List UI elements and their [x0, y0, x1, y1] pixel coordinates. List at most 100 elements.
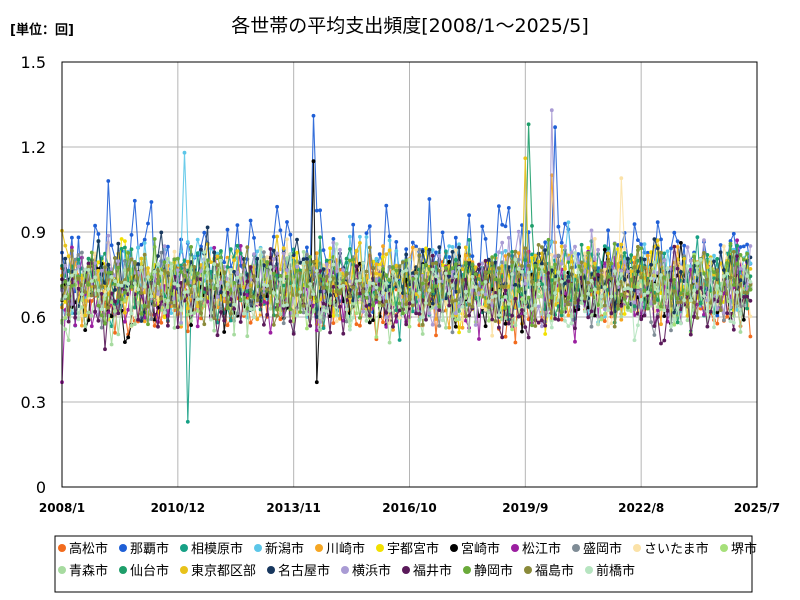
- series-point: [66, 338, 71, 343]
- series-point: [424, 317, 428, 322]
- series-point: [606, 251, 610, 256]
- series-point: [738, 278, 743, 282]
- series-point: [63, 279, 68, 284]
- legend-label: 福井市: [413, 563, 452, 579]
- series-point: [314, 269, 319, 273]
- series-point: [649, 262, 653, 267]
- series-point: [341, 331, 346, 336]
- series-point: [530, 323, 534, 328]
- legend-marker: [119, 544, 127, 552]
- legend-marker: [450, 544, 458, 552]
- series-point: [228, 267, 233, 272]
- series-point: [487, 299, 491, 304]
- series-point: [536, 294, 541, 299]
- series-point: [510, 272, 514, 277]
- series-point: [460, 267, 465, 271]
- series-point: [139, 242, 144, 247]
- series-point: [351, 315, 356, 320]
- y-tick-label: 0.9: [21, 223, 46, 242]
- series-point: [328, 293, 332, 297]
- series-point: [136, 262, 141, 266]
- series-point: [404, 310, 409, 315]
- series-point: [712, 259, 716, 264]
- series-point: [447, 259, 452, 264]
- series-point: [123, 268, 127, 273]
- series-point: [563, 299, 567, 304]
- series-point: [672, 310, 677, 315]
- series-point: [271, 271, 276, 276]
- series-point: [695, 284, 700, 289]
- series-point: [735, 254, 739, 258]
- series-point: [636, 285, 640, 289]
- series-point: [520, 329, 524, 334]
- series-point: [430, 267, 435, 272]
- series-point: [632, 338, 637, 343]
- series-point: [457, 330, 461, 335]
- series-point: [483, 280, 488, 284]
- series-point: [116, 241, 121, 246]
- series-point: [271, 291, 276, 295]
- series-point: [123, 278, 127, 282]
- series-point: [437, 245, 442, 250]
- series-point: [119, 246, 124, 251]
- legend-label: 松江市: [522, 541, 561, 557]
- series-point: [351, 257, 356, 262]
- series-point: [738, 312, 743, 316]
- series-point: [563, 267, 567, 271]
- series-point: [142, 319, 147, 324]
- series-point: [487, 257, 491, 262]
- series-point: [523, 290, 528, 295]
- series-point: [404, 252, 409, 257]
- series-point: [318, 289, 322, 294]
- series-point: [450, 299, 455, 304]
- series-point: [510, 250, 514, 254]
- series-point: [377, 287, 382, 291]
- series-point: [387, 238, 392, 243]
- series-point: [566, 313, 571, 318]
- series-point: [169, 300, 174, 305]
- series-point: [718, 308, 723, 312]
- series-point: [662, 314, 667, 318]
- series-point: [437, 268, 442, 273]
- series-point: [655, 315, 660, 319]
- series-point: [679, 241, 683, 245]
- legend-marker: [402, 566, 410, 574]
- series-point: [86, 256, 91, 261]
- series-point: [417, 253, 422, 258]
- series-point: [632, 307, 637, 312]
- series-point: [136, 317, 141, 322]
- series-point: [655, 305, 660, 309]
- series-point: [549, 240, 554, 244]
- series-point: [146, 275, 150, 279]
- series-point: [510, 295, 514, 300]
- series-point: [219, 290, 223, 295]
- series-point: [649, 320, 653, 324]
- series-point: [556, 224, 561, 229]
- series-point: [314, 251, 319, 256]
- series-point: [463, 261, 468, 265]
- series-point: [589, 309, 594, 314]
- series-point: [503, 306, 508, 310]
- series-point: [619, 314, 624, 319]
- series-point: [688, 332, 693, 337]
- series-point: [427, 247, 432, 252]
- series-point: [106, 179, 111, 183]
- series-point: [331, 240, 336, 245]
- series-point: [109, 314, 114, 319]
- series-point: [281, 303, 286, 308]
- series-point: [483, 292, 488, 297]
- series-point: [500, 284, 505, 289]
- series-point: [371, 303, 375, 308]
- series-point: [149, 275, 154, 280]
- series-point: [73, 315, 78, 320]
- series-point: [83, 324, 88, 328]
- series-point: [715, 268, 720, 273]
- legend-marker: [254, 544, 262, 552]
- series-point: [430, 305, 435, 310]
- legend-item: 福島市: [524, 563, 574, 579]
- series-point: [715, 306, 720, 311]
- series-point: [358, 241, 362, 245]
- series-point: [278, 317, 283, 322]
- series-point: [119, 280, 124, 285]
